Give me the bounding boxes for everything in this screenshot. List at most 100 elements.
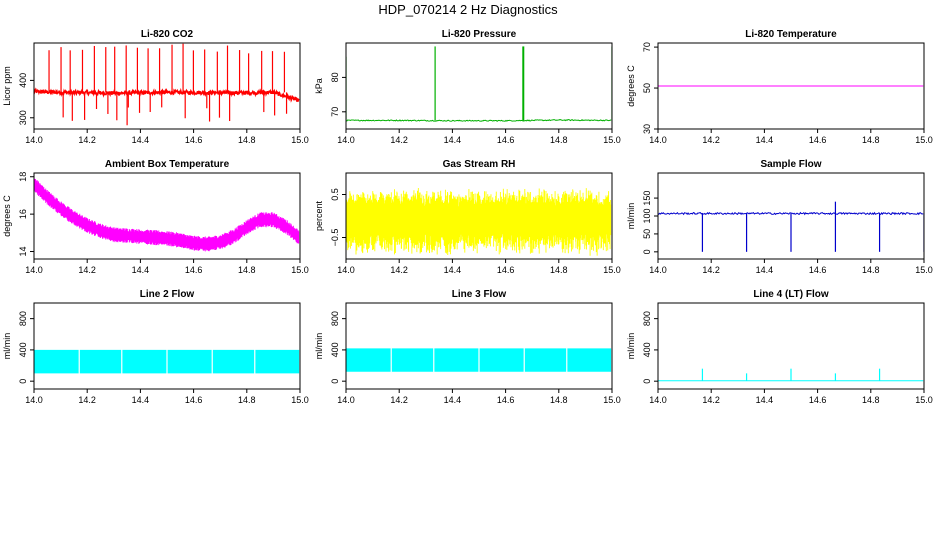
x-tick-label: 15.0 [291,265,309,275]
x-tick-label: 14.2 [702,135,720,145]
y-tick-label: 14 [18,247,28,257]
y-tick-label: 400 [18,73,28,88]
y-tick-label: 0 [642,249,652,254]
series [658,368,924,382]
y-tick-label: 18 [18,172,28,182]
x-tick-label: 15.0 [291,395,309,405]
plot-frame [345,302,613,390]
panel-title: Li-820 Pressure [442,29,517,40]
x-tick-label: 14.6 [497,265,515,275]
y-axis-label: percent [314,200,324,231]
panel-4: Gas Stream RH percent 14.0 14.2 14.4 14.6 14.8… [314,159,621,275]
y-tick-label: 50 [642,83,652,93]
x-tick-label: 14.6 [185,395,203,405]
plot-frame [33,172,301,260]
series-line [34,349,300,374]
x-tick-label: 14.6 [497,395,515,405]
series [346,188,612,256]
panel-title: Ambient Box Temperature [105,159,230,170]
series [346,346,612,375]
panel-title: Line 4 (LT) Flow [753,289,829,300]
y-tick-label: 800 [330,311,340,326]
panel-title: Li-820 Temperature [745,29,837,40]
plot-frame [33,302,301,390]
panel-title: Gas Stream RH [443,159,516,170]
x-tick-label: 14.4 [444,265,462,275]
y-tick-label: 100 [642,208,652,223]
y-axis-label: ml/min [626,333,636,360]
x-tick-label: 14.2 [78,135,96,145]
plot-frame [345,172,613,260]
x-tick-label: 14.6 [497,135,515,145]
y-tick-label: 400 [18,342,28,357]
x-tick-label: 14.2 [78,395,96,405]
x-tick-label: 14.2 [390,135,408,145]
y-axis-label: ml/min [2,333,12,360]
panel-title: Line 2 Flow [140,289,195,300]
x-tick-label: 14.8 [550,135,568,145]
x-tick-label: 14.4 [132,395,150,405]
x-tick-label: 14.8 [238,135,256,145]
x-tick-label: 15.0 [603,265,621,275]
x-tick-label: 14.4 [756,265,774,275]
x-tick-label: 14.4 [132,265,150,275]
x-tick-label: 14.2 [78,265,96,275]
y-tick-label: 0 [642,379,652,384]
x-tick-label: 14.4 [444,135,462,145]
x-tick-label: 14.8 [862,135,880,145]
panel-1: Li-820 Pressure kPa 14.0 14.2 14.4 14.6 14.8 15… [314,29,621,145]
x-tick-label: 14.4 [132,135,150,145]
x-tick-label: 14.8 [550,395,568,405]
series-line [658,211,924,216]
x-tick-label: 14.0 [337,395,355,405]
x-tick-label: 14.6 [809,135,827,145]
x-tick-label: 14.0 [337,265,355,275]
x-tick-label: 15.0 [915,265,933,275]
x-tick-label: 14.8 [238,265,256,275]
x-tick-label: 14.0 [649,265,667,275]
series-line [34,87,300,103]
figure-title: HDP_070214 2 Hz Diagnostics [378,2,558,17]
panel-2: Li-820 Temperature degrees C 14.0 14.2 14.4 1… [626,29,933,145]
panel-3: Ambient Box Temperature degrees C 14.0 14.2… [2,159,309,275]
panel-6: Line 2 Flow ml/min 14.0 14.2 14.4 14.6 14.8 15.… [2,289,309,405]
x-tick-label: 14.8 [862,265,880,275]
x-tick-label: 14.2 [390,395,408,405]
plot-frame [657,302,925,390]
x-tick-label: 14.4 [444,395,462,405]
x-tick-label: 15.0 [291,135,309,145]
y-tick-label: −0.5 [330,229,340,247]
x-tick-label: 14.8 [862,395,880,405]
x-tick-label: 14.2 [702,395,720,405]
x-tick-label: 14.0 [25,135,43,145]
x-tick-label: 14.8 [238,395,256,405]
y-tick-label: 150 [642,191,652,206]
x-tick-label: 14.2 [702,265,720,275]
x-tick-label: 14.0 [337,135,355,145]
plot-frame [33,42,301,130]
x-tick-label: 14.6 [185,135,203,145]
panel-5: Sample Flow ml/min 14.0 14.2 14.4 14.6 14.8 15.… [626,159,933,275]
panel-0: Li-820 CO2 Licor ppm 14.0 14.2 14.4 14.6 14.8 1… [2,29,309,145]
y-tick-label: 80 [330,72,340,82]
y-axis-label: kPa [314,78,324,94]
y-axis-label: degrees C [2,195,12,237]
panel-title: Sample Flow [760,159,821,170]
x-tick-label: 14.0 [25,265,43,275]
plot-frame [657,42,925,130]
y-tick-label: 70 [642,42,652,52]
panel-title: Line 3 Flow [452,289,507,300]
y-tick-label: 800 [18,311,28,326]
series-line [34,178,300,252]
series [346,46,612,122]
y-axis-label: ml/min [314,333,324,360]
x-tick-label: 14.6 [185,265,203,275]
x-tick-label: 14.0 [649,395,667,405]
series [34,43,300,126]
series [34,178,300,252]
x-tick-label: 15.0 [915,395,933,405]
y-tick-label: 70 [330,107,340,117]
y-tick-label: 300 [18,110,28,125]
